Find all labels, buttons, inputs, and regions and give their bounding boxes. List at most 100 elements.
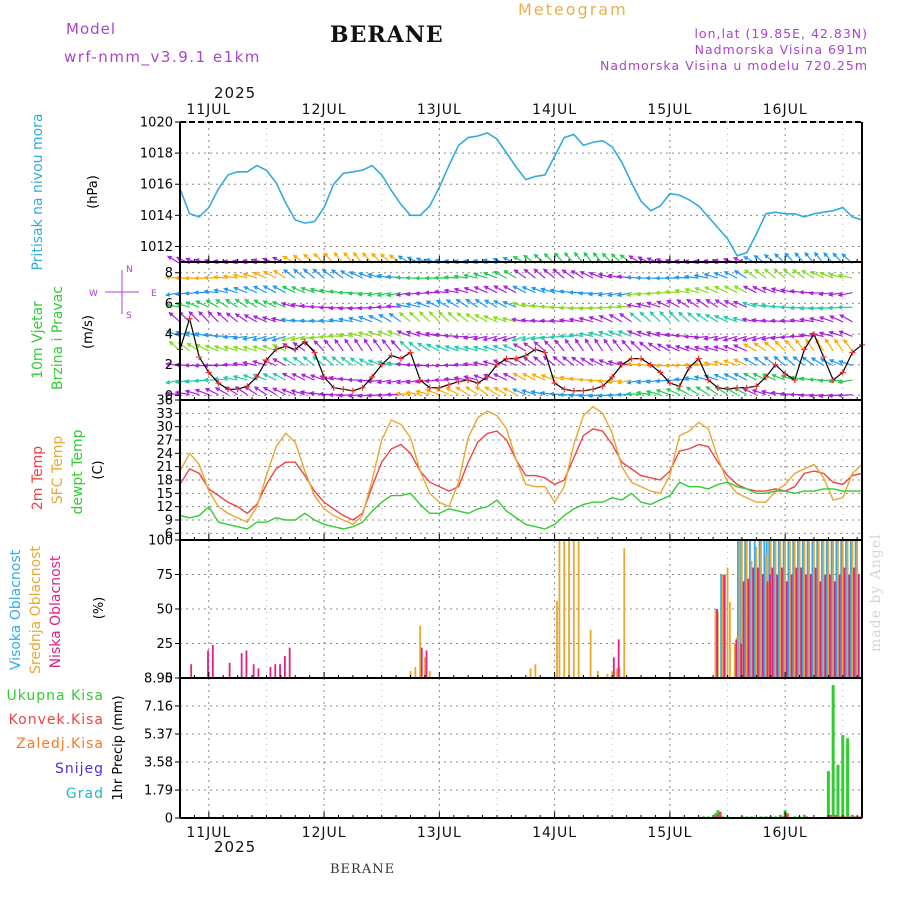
model-label: Model (66, 20, 117, 38)
date-label-top: 14JUL (532, 102, 577, 118)
pressure-line (179, 132, 863, 257)
wind-speed-point (753, 383, 760, 390)
wind-arrow (445, 387, 459, 396)
wind-arrow (685, 386, 700, 396)
wind-arrow (472, 345, 488, 352)
wind-arrow (222, 334, 238, 340)
year-bottom-label: 2025 (214, 838, 257, 856)
wind-arrow (493, 300, 507, 308)
wind-arrow (753, 268, 767, 279)
wind-arrow (502, 372, 517, 381)
visoka-oblacnost-bar (737, 540, 739, 678)
wind-arrow (378, 313, 392, 323)
wind-arrow (801, 269, 815, 279)
srednja-oblacnost-bar (755, 546, 758, 678)
wind-arrow (463, 345, 478, 352)
visoka-oblacnost-bar (835, 540, 838, 678)
wind-arrow (204, 344, 219, 352)
wind-arrow (242, 286, 258, 294)
wind-arrow (704, 313, 719, 323)
wind-arrow (272, 372, 286, 381)
wind-arrow (677, 311, 690, 323)
wind-arrow (178, 311, 191, 323)
niska-oblacnost-bar (735, 639, 738, 678)
srednja-oblacnost-bar (760, 540, 763, 678)
ukupna-kisa-bar (716, 810, 720, 818)
wind-arrow (224, 298, 238, 308)
precip-legend-item: Ukupna Kisa (6, 688, 104, 704)
wind-arrow (234, 298, 248, 308)
wind-arrow (261, 335, 277, 342)
niska-oblacnost-bar (800, 567, 803, 678)
visoka-oblacnost-bar (758, 540, 761, 678)
y-tick-label: 1012 (140, 240, 173, 255)
y-tick-label: 33 (156, 407, 173, 422)
wind-arrow (552, 268, 565, 279)
wind-arrow (168, 311, 181, 323)
date-label-bottom: 14JUL (532, 825, 577, 841)
visoka-oblacnost-bar (792, 540, 795, 678)
wind-arrow (838, 330, 853, 337)
y-tick-label: 6 (165, 527, 173, 542)
wind-speed-point (830, 377, 837, 384)
wind-arrow (733, 358, 747, 367)
wind-arrow (443, 288, 459, 294)
wind-arrow (386, 330, 402, 337)
wind-arrow (408, 341, 421, 352)
compass-letter: W (89, 289, 98, 299)
srednja-oblacnost-bar (745, 540, 748, 678)
wind-arrow (619, 313, 632, 323)
wind-arrow (686, 298, 700, 308)
wind-speed-point (215, 380, 222, 387)
wind-speed-point (839, 369, 846, 376)
wind-arrow (705, 298, 719, 308)
wind-arrow (587, 378, 603, 384)
wind-speed-point (301, 338, 308, 345)
wind-arrow (222, 375, 238, 381)
wind-arrow (570, 270, 584, 279)
konvek-kisa-bar (716, 814, 720, 818)
wind-arrow (784, 339, 796, 352)
wind-arrow (656, 300, 671, 308)
wind-arrow (483, 315, 498, 323)
wind-arrow (463, 375, 478, 381)
niska-oblacnost-bar (829, 574, 831, 678)
wind-arrow (512, 285, 527, 294)
wind-arrow (377, 330, 392, 337)
wind-arrow (502, 358, 517, 367)
visoka-oblacnost-bar (797, 540, 799, 678)
wind-arrow (542, 268, 556, 279)
wind-arrow (399, 340, 411, 352)
wind-arrow (482, 345, 498, 352)
wind-arrow (381, 338, 392, 352)
srednja-oblacnost-bar (774, 540, 777, 678)
niska-oblacnost-bar (617, 639, 620, 678)
niska-oblacnost-bar (211, 644, 214, 678)
srednja-oblacnost-bar (428, 671, 431, 678)
wind-arrow (828, 330, 843, 337)
wind-arrow (810, 357, 824, 367)
wind-arrow (713, 285, 728, 294)
niska-oblacnost-bar (766, 581, 769, 678)
wind-arrow (358, 358, 373, 367)
wind-arrow (733, 373, 748, 381)
srednja-oblacnost-bar (808, 540, 811, 678)
niska-oblacnost-bar (853, 567, 855, 678)
niska-oblacnost-bar (857, 574, 860, 678)
srednja-oblacnost-bar (568, 540, 570, 678)
wind-arrow (533, 356, 546, 366)
precip-unit: 1hr Precip (mm) (111, 695, 126, 800)
niska-oblacnost-bar (269, 666, 272, 678)
wind-speed-point (590, 386, 597, 393)
cloud-unit: (%) (92, 597, 107, 620)
niska-oblacnost-bar (716, 609, 719, 678)
wind-arrow (714, 299, 728, 308)
y-tick-label: 100 (148, 534, 173, 549)
niska-oblacnost-bar (805, 574, 807, 678)
wind-arrow (502, 300, 517, 308)
wind-arrow (252, 271, 267, 279)
wind-arrow (435, 299, 450, 308)
niska-oblacnost-bar (740, 643, 743, 678)
date-label-bottom: 15JUL (647, 825, 692, 841)
wind-arrow (492, 344, 507, 352)
